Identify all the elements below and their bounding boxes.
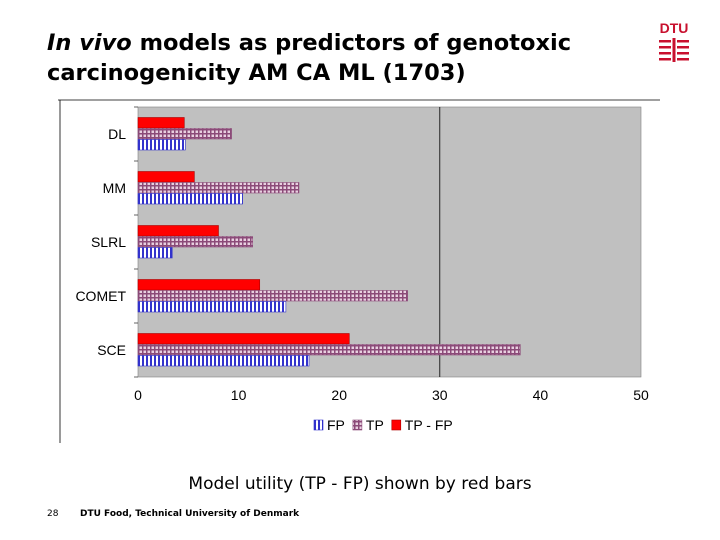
x-tick-label: 20	[331, 387, 347, 403]
bar-tp-slrl	[137, 236, 253, 248]
footer-text: DTU Food, Technical University of Denmar…	[80, 509, 300, 519]
bar-fp-mm	[137, 193, 243, 205]
bars-layer	[137, 107, 521, 377]
bar-tp-fp-slrl	[137, 225, 219, 237]
bar-chart: DL MM SLRL COMET SCE 0 10 20 30 40 50 FP TP TP - FP	[58, 97, 663, 443]
x-axis-ticks: 0 10 20 30 40 50	[134, 387, 649, 403]
legend-swatch-tp-fp	[391, 419, 402, 431]
bar-fp-slrl	[137, 247, 173, 259]
bar-fp-comet	[137, 301, 287, 313]
category-label: SLRL	[91, 234, 126, 250]
bar-tp-fp-sce	[137, 333, 350, 345]
bar-fp-dl	[137, 139, 186, 151]
bar-tp-comet	[137, 290, 408, 302]
category-label: SCE	[97, 342, 126, 358]
category-labels: DL MM SLRL COMET SCE	[75, 106, 138, 378]
x-tick-label: 10	[231, 387, 247, 403]
category-label: COMET	[75, 288, 126, 304]
bar-tp-fp-comet	[137, 279, 261, 291]
x-tick-label: 40	[533, 387, 549, 403]
page-number: 28	[47, 509, 59, 519]
chart-legend: FP TP TP - FP	[313, 417, 453, 433]
dtu-logo: DTU	[659, 20, 689, 62]
bar-tp-dl	[137, 128, 232, 140]
legend-swatch-fp	[313, 419, 324, 431]
bar-fp-sce	[137, 355, 310, 367]
bar-tp-fp-dl	[137, 117, 185, 129]
slide-title-italic: In vivo	[47, 30, 132, 56]
slide-title-rest: models as predictors of genotoxic carcin…	[47, 30, 572, 86]
x-tick-label: 0	[134, 387, 142, 403]
legend-label: TP - FP	[405, 417, 453, 433]
x-tick-label: 50	[633, 387, 649, 403]
legend-swatch-tp	[352, 419, 363, 431]
chart-caption: Model utility (TP - FP) shown by red bar…	[188, 474, 532, 494]
legend-label: FP	[327, 417, 345, 433]
category-label: MM	[103, 180, 126, 196]
bar-tp-sce	[137, 344, 521, 356]
x-tick-label: 30	[432, 387, 448, 403]
category-label: DL	[108, 126, 126, 142]
legend-label: TP	[366, 417, 384, 433]
bar-tp-mm	[137, 182, 300, 194]
logo-text: DTU	[660, 20, 689, 36]
slide-title: In vivo models as predictors of genotoxi…	[47, 28, 647, 88]
bar-tp-fp-mm	[137, 171, 195, 183]
